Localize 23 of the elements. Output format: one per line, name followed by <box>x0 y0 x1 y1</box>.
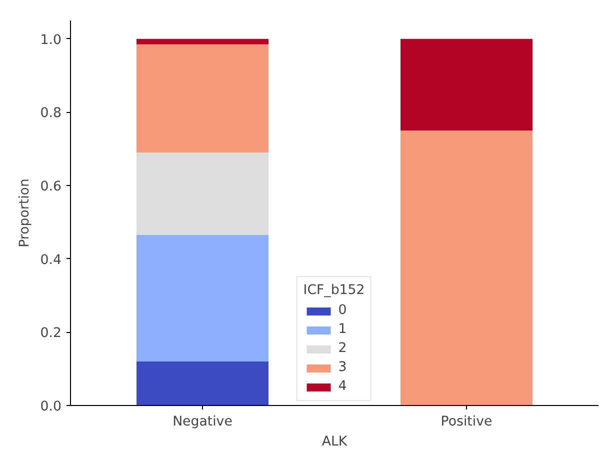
bar <box>400 38 532 130</box>
legend-label: 2 <box>338 341 348 356</box>
x-tick-label: Positive <box>440 414 492 430</box>
legend-title: ICF_b152 <box>303 283 365 298</box>
y-axis-title: Proportion <box>17 178 32 248</box>
legend-label: 1 <box>338 322 348 337</box>
bar <box>136 152 268 235</box>
y-tick-label: 0.8 <box>40 106 62 122</box>
y-tick-label: 0.2 <box>40 326 62 342</box>
bar <box>136 38 268 44</box>
bar <box>136 44 268 152</box>
legend-label: 3 <box>338 360 348 375</box>
y-tick-label: 1.0 <box>40 32 62 48</box>
bar <box>136 235 268 362</box>
x-axis-title: ALK <box>322 434 348 450</box>
bar <box>136 362 268 406</box>
y-tick-label: 0.0 <box>40 400 62 414</box>
y-tick-label: 0.4 <box>40 252 62 268</box>
x-tick-label: Negative <box>172 414 232 430</box>
y-tick-label: 0.6 <box>40 180 62 194</box>
bar <box>400 130 532 406</box>
legend-label: 4 <box>338 379 348 394</box>
legend-label: 0 <box>338 303 348 318</box>
